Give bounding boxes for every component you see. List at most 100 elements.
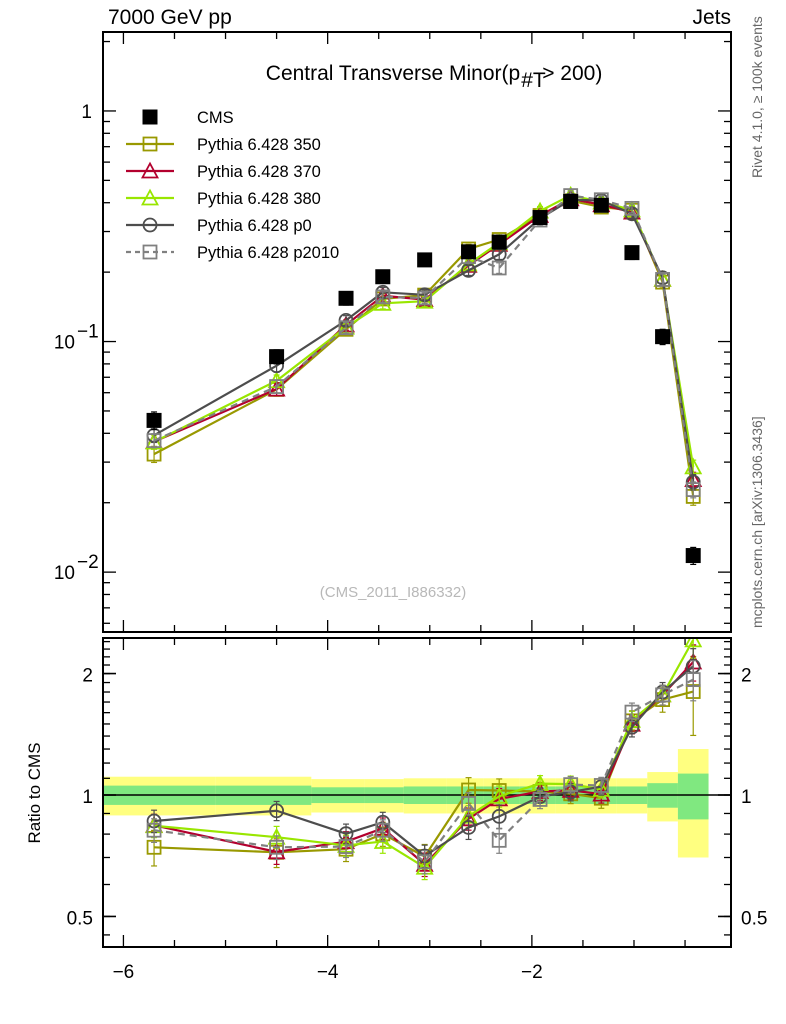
marker-filled-square (146, 412, 162, 428)
header-row: 7000 GeV pp Jets (108, 6, 731, 29)
marker-triangle (140, 188, 160, 206)
legend-label-1: Pythia 6.428 350 (197, 136, 321, 154)
marker-square (624, 704, 640, 720)
marker-filled-square (142, 109, 158, 125)
marker-filled-square (532, 210, 548, 226)
y-axis-exp-1: −1 (77, 322, 99, 343)
marker-triangle (684, 639, 703, 648)
legend-entry-5[interactable]: Pythia 6.428 p2010 (126, 244, 339, 262)
marker-filled-square (338, 290, 354, 306)
marker-square (491, 260, 507, 276)
marker-triangle (490, 786, 509, 804)
legend-label-5: Pythia 6.428 p2010 (197, 244, 339, 262)
marker-filled-square (685, 548, 701, 564)
marker-circle (461, 820, 476, 835)
legend-entry-0[interactable]: CMS (142, 109, 234, 127)
series-line (153, 194, 695, 468)
series-line (153, 639, 695, 869)
series-line (154, 690, 694, 858)
ratio-y-label-1: 1 (82, 787, 93, 808)
legend-label-4: Pythia 6.428 p0 (197, 217, 312, 235)
marker-square (375, 822, 391, 838)
marker-square (655, 271, 670, 287)
ratio-y-label-0: 2 (82, 666, 93, 687)
series-line (153, 194, 695, 490)
marker-square (563, 777, 579, 793)
legend: CMS Pythia 6.428 350 Pythia 6.428 370 Pythi… (126, 109, 339, 262)
marker-filled-square (491, 234, 507, 250)
legend-label-0: CMS (197, 109, 234, 127)
series-pythia-6-428-p2010 (146, 188, 701, 499)
series-pythia-6-428-p0 (146, 192, 701, 491)
marker-square (593, 778, 609, 793)
series-pythia-6-428-370 (145, 189, 703, 489)
plot-title: Central Transverse Minor(p (266, 62, 520, 85)
marker-square (375, 289, 391, 305)
series-line (153, 198, 695, 483)
ratio-panel: 2 2 1 1 0.5 0.5 Ratio to CMS (25, 637, 768, 948)
marker-circle (142, 217, 158, 233)
marker-filled-square (417, 252, 433, 268)
ratio-y-label-right-1: 1 (741, 787, 752, 808)
header-process: Jets (692, 6, 731, 29)
watermark-row: (CMS_2011_I886332) (320, 584, 466, 601)
marker-triangle (373, 832, 392, 849)
ratio-y-tick-labels: 2 2 1 1 0.5 0.5 (67, 666, 768, 930)
marker-filled-square (375, 269, 391, 285)
marker-square (491, 832, 507, 848)
ratio-band-inner (677, 773, 709, 820)
rivet-version-label: Rivet 4.1.0, ≥ 100k events (749, 16, 765, 178)
ratio-y-label-2: 0.5 (67, 908, 93, 929)
main-x-ticks (122, 32, 686, 632)
y-axis-label-2: 10 (54, 563, 75, 584)
y-axis-label-0: 1 (81, 102, 92, 123)
marker-filled-square (593, 197, 609, 213)
marker-square (624, 200, 640, 216)
analysis-id-watermark: (CMS_2011_I886332) (320, 584, 466, 601)
marker-square (417, 290, 433, 306)
marker-triangle (140, 161, 160, 179)
legend-entry-1[interactable]: Pythia 6.428 350 (126, 136, 321, 154)
marker-square (142, 136, 158, 152)
marker-circle (269, 803, 284, 819)
series-pythia-6-428-350-ratio (146, 655, 701, 871)
marker-square (685, 672, 701, 688)
x-axis-label-0: −6 (113, 962, 135, 983)
mcplots-credit-label: mcplots.cern.ch [arXiv:1306.3436] (749, 416, 765, 628)
marker-square (417, 854, 433, 870)
ratio-y-ticks (103, 640, 731, 936)
series-line (153, 197, 695, 480)
marker-square (142, 244, 158, 260)
marker-square (338, 839, 354, 854)
marker-triangle (267, 379, 286, 397)
marker-square (461, 796, 476, 811)
marker-square (269, 839, 284, 855)
marker-square (146, 433, 162, 448)
marker-filled-square (461, 244, 477, 260)
x-axis-labels: −6 −4 −2 (113, 962, 543, 983)
ratio-y-label-right-2: 0.5 (741, 908, 767, 929)
main-y-tick-labels: 110−110−2 (54, 102, 99, 584)
plot-title-suffix: > 200) (542, 62, 602, 85)
legend-label-2: Pythia 6.428 370 (197, 163, 321, 181)
marker-filled-square (655, 329, 671, 345)
series-pythia-6-428-p0-ratio (146, 648, 701, 869)
legend-entry-2[interactable]: Pythia 6.428 370 (126, 161, 321, 181)
legend-entry-3[interactable]: Pythia 6.428 380 (126, 188, 321, 208)
marker-circle (491, 809, 507, 824)
marker-square (532, 792, 548, 807)
ratio-panel-frame (102, 637, 732, 948)
marker-filled-square (624, 245, 640, 261)
ratio-uncertainty-bands (104, 749, 730, 858)
marker-triangle (592, 779, 611, 797)
marker-square (269, 379, 284, 394)
y-axis-exp-2: −2 (77, 552, 99, 573)
x-axis-label-2: −2 (521, 962, 543, 983)
marker-square (655, 687, 670, 703)
x-axis-label-1: −4 (317, 962, 339, 983)
marker-square (146, 822, 162, 838)
main-title: Central Transverse Minor(p #T> 200) (266, 62, 603, 92)
plot-title-subscript: #T (521, 69, 546, 92)
legend-entry-4[interactable]: Pythia 6.428 p0 (126, 217, 312, 235)
